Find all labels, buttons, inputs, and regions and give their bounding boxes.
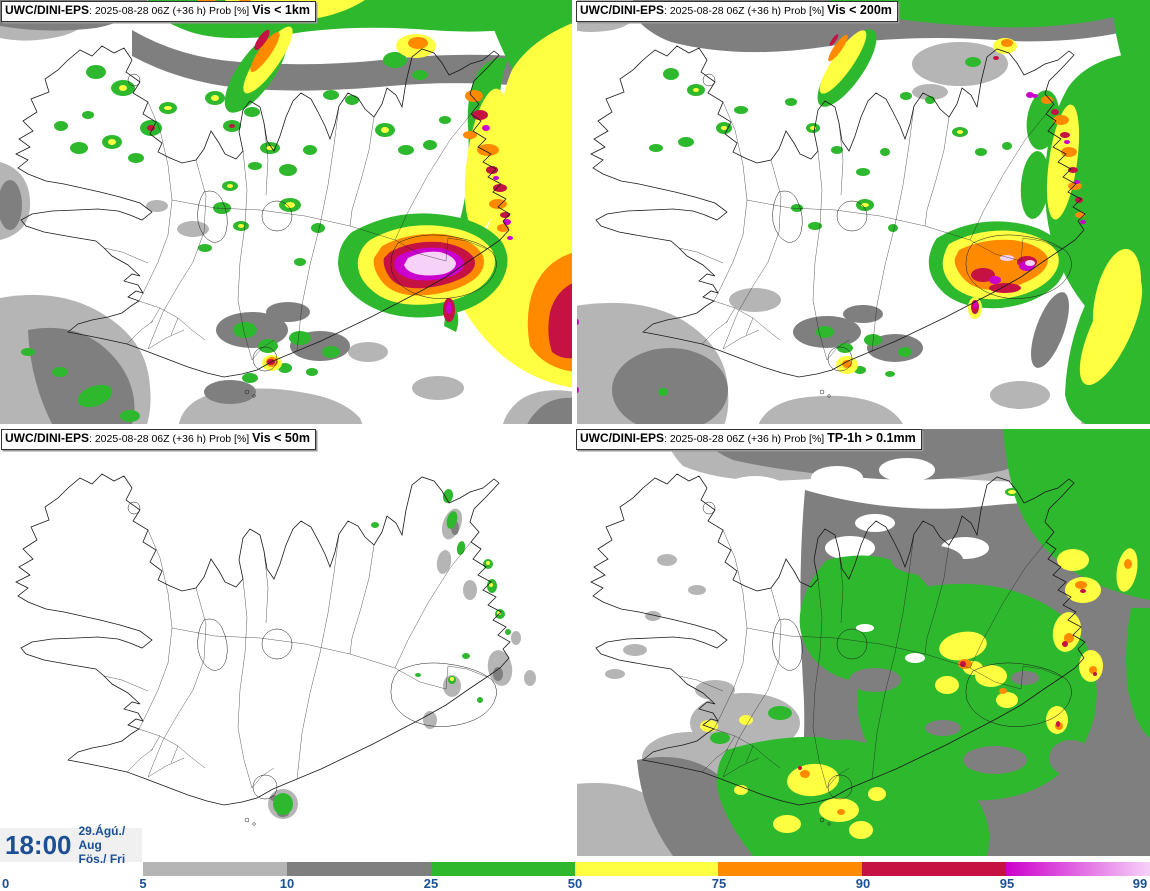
valid-date: 29.Ágú./ Aug Fös./ Fri (79, 824, 143, 866)
field-northcentral-spots (205, 90, 451, 191)
forecast-panel-vis-1km: UWC/DINI-EPS: 2025-08-28 06Z (+36 h) Pro… (0, 0, 575, 428)
model-name: UWC/DINI-EPS (5, 431, 89, 445)
field-gray-light (268, 508, 536, 819)
parameter-name: Vis < 50m (252, 431, 310, 445)
field-green-spots (273, 489, 511, 815)
probability-field (575, 0, 1150, 428)
panel-title: UWC/DINI-EPS: 2025-08-28 06Z (+36 h) Pro… (1, 1, 316, 22)
iceland-map-precip (575, 428, 1150, 856)
scale-label-25: 25 (423, 876, 439, 891)
parameter-name: Vis < 200m (827, 3, 892, 17)
scale-label-90: 90 (855, 876, 871, 891)
colorbar-segment-crimson (862, 862, 1007, 876)
colorbar-segment-green (430, 862, 575, 876)
valid-time: 18:00 (5, 829, 72, 860)
field-northcentral-spots (785, 92, 1012, 176)
scale-label-10: 10 (279, 876, 295, 891)
forecast-panel-precip: UWC/DINI-EPS: 2025-08-28 06Z (+36 h) Pro… (575, 428, 1150, 856)
colorbar-segment-gray-dark (286, 862, 431, 876)
iceland-map-vis-200m (575, 0, 1150, 428)
field-gray-dark (270, 521, 503, 817)
panel-title: UWC/DINI-EPS: 2025-08-28 06Z (+36 h) Pro… (576, 429, 922, 450)
colorbar-segment-magenta-gradient (1006, 862, 1150, 876)
model-name: UWC/DINI-EPS (580, 3, 664, 17)
colorbar-segment-gray-light (143, 862, 287, 876)
probability-field (268, 489, 536, 819)
run-info: : 2025-08-28 06Z (+36 h) Prob [%] (89, 433, 253, 445)
scale-label-95: 95 (999, 876, 1015, 891)
field-central-spots (198, 198, 325, 266)
valid-date-line2: Fös./ Fri (78, 852, 126, 866)
field-eastfjord-spots (463, 88, 513, 240)
scale-label-50: 50 (567, 876, 583, 891)
field-east-yellows (1032, 94, 1143, 386)
panel-title: UWC/DINI-EPS: 2025-08-28 06Z (+36 h) Pro… (1, 429, 316, 450)
scale-label-75: 75 (711, 876, 727, 891)
run-info: : 2025-08-28 06Z (+36 h) Prob [%] (664, 433, 828, 445)
field-ne-cluster (383, 34, 436, 80)
forecast-panel-vis-50m: UWC/DINI-EPS: 2025-08-28 06Z (+36 h) Pro… (0, 428, 575, 856)
model-name: UWC/DINI-EPS (580, 431, 664, 445)
colorbar-segment-yellow (574, 862, 719, 876)
field-orange-red-specks (798, 559, 1132, 815)
iceland-map-vis-1km (0, 0, 575, 428)
field-strandir-streak (817, 29, 877, 107)
field-darkgray-web (815, 545, 1150, 850)
valid-time-box: 18:00 29.Ágú./ Aug Fös./ Fri (0, 824, 142, 866)
field-central-spots (791, 199, 898, 232)
probability-colorbar (143, 862, 1150, 876)
probability-field (575, 428, 1150, 856)
colorbar-segment-orange (718, 862, 863, 876)
field-se-blob (928, 221, 1066, 319)
parameter-name: Vis < 1km (252, 3, 310, 17)
probability-scale: 0 5 10 25 50 75 90 95 99 (0, 856, 1150, 891)
field-westfjord-spots (649, 68, 748, 152)
field-westfjord-spots (54, 65, 177, 163)
field-strandir-streak (224, 26, 293, 113)
forecast-panel-vis-200m: UWC/DINI-EPS: 2025-08-28 06Z (+36 h) Pro… (575, 0, 1150, 428)
valid-date-line1: 29.Ágú./ Aug (78, 824, 126, 852)
field-south-cluster (575, 319, 912, 396)
run-info: : 2025-08-28 06Z (+36 h) Prob [%] (664, 5, 828, 17)
scale-label-0: 0 (2, 876, 10, 891)
iceland-map-vis-50m (15, 473, 536, 826)
field-yellow-cores (450, 561, 501, 681)
field-sw-greens (21, 348, 140, 422)
parameter-name: TP-1h > 0.1mm (827, 431, 916, 445)
scale-label-5: 5 (139, 876, 147, 891)
run-info: : 2025-08-28 06Z (+36 h) Prob [%] (89, 5, 253, 17)
panel-title: UWC/DINI-EPS: 2025-08-28 06Z (+36 h) Pro… (576, 1, 898, 22)
model-name: UWC/DINI-EPS (5, 3, 89, 17)
scale-label-99: 99 (1132, 876, 1148, 891)
panel-divider-horizontal (0, 424, 1150, 429)
probability-field (0, 0, 575, 428)
